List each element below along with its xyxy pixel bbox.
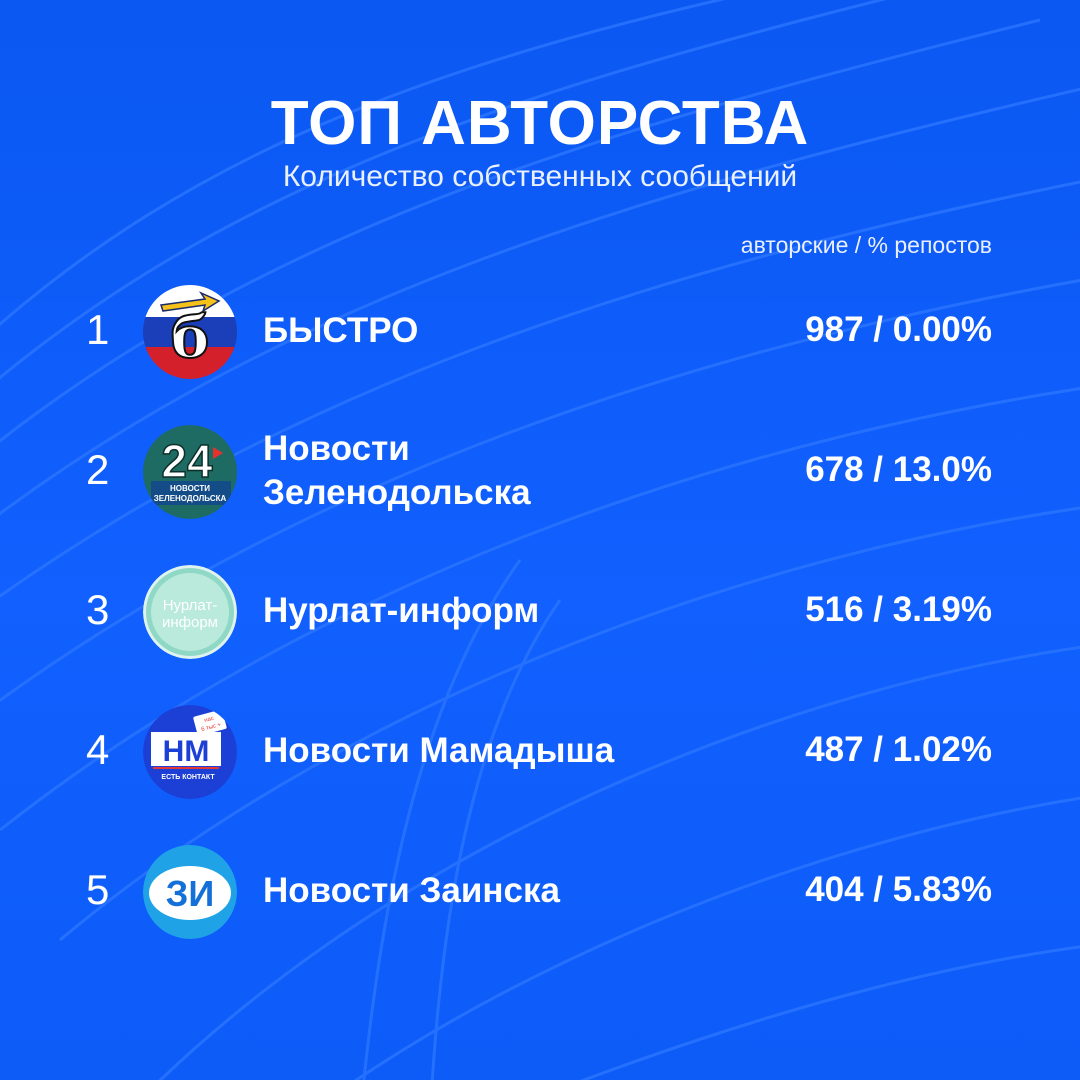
ranking-row-4: 4 НМ ЕСТЬ КОНТАКТ нас 6 тыс + Новости Ма… [0, 702, 1080, 802]
channel-name-line-2: Зеленодольска [263, 473, 531, 512]
channel-name: Нурлат-информ [263, 591, 540, 630]
channel-name-line-1: Новости [263, 429, 410, 468]
page-title: ТОП АВТОРСТВА [270, 89, 810, 158]
channel-stats: 404 / 5.83% [805, 870, 992, 909]
zainsk-zi-logo: ЗИ [143, 845, 237, 939]
ranking-row-2: 2 24 НОВОСТИ ЗЕЛЕНОДОЛЬСКА Новости Зелен… [0, 422, 1080, 522]
svg-text:НМ: НМ [163, 735, 210, 768]
page-subtitle: Количество собственных сообщений [282, 160, 798, 193]
ranking-row-1: 1 б БЫСТРО 987 / 0.00% [0, 282, 1080, 382]
channel-name: Новости Зеленодольска [263, 427, 531, 515]
zelenodolsk-24-logo: 24 НОВОСТИ ЗЕЛЕНОДОЛЬСКА [143, 425, 237, 519]
bystro-logo: б [143, 285, 237, 379]
rank-number: 5 [86, 866, 110, 913]
mamadysh-nm-logo: НМ ЕСТЬ КОНТАКТ нас 6 тыс + [143, 705, 237, 799]
channel-name: Новости Мамадыша [263, 731, 615, 770]
svg-text:6 тыс +: 6 тыс + [201, 722, 223, 733]
svg-text:ЗЕЛЕНОДОЛЬСКА: ЗЕЛЕНОДОЛЬСКА [154, 494, 227, 503]
svg-text:б: б [171, 303, 210, 371]
svg-text:24: 24 [161, 435, 213, 487]
channel-stats: 987 / 0.00% [805, 310, 992, 349]
channel-stats: 487 / 1.02% [805, 730, 992, 769]
channel-stats: 678 / 13.0% [805, 450, 992, 489]
value-column-header: авторские / % репостов [740, 232, 992, 258]
svg-text:ЕСТЬ КОНТАКТ: ЕСТЬ КОНТАКТ [161, 774, 215, 781]
rank-number: 1 [86, 306, 110, 353]
rank-number: 4 [86, 726, 110, 773]
rank-number: 3 [86, 586, 110, 633]
rank-number: 2 [86, 446, 110, 493]
channel-stats: 516 / 3.19% [805, 590, 992, 629]
svg-text:НОВОСТИ: НОВОСТИ [170, 484, 210, 493]
nurlat-inform-logo: Нурлат- информ [143, 565, 237, 659]
channel-name: БЫСТРО [263, 311, 419, 350]
ranking-row-5: 5 ЗИ Новости Заинска 404 / 5.83% [0, 842, 1080, 942]
svg-text:Нурлат-: Нурлат- [163, 597, 218, 614]
ranking-row-3: 3 Нурлат- информ Нурлат-информ 516 / 3.1… [0, 562, 1080, 662]
channel-name: Новости Заинска [263, 871, 560, 910]
svg-text:нас: нас [204, 716, 215, 724]
svg-text:ЗИ: ЗИ [166, 873, 214, 914]
svg-text:информ: информ [162, 614, 218, 631]
